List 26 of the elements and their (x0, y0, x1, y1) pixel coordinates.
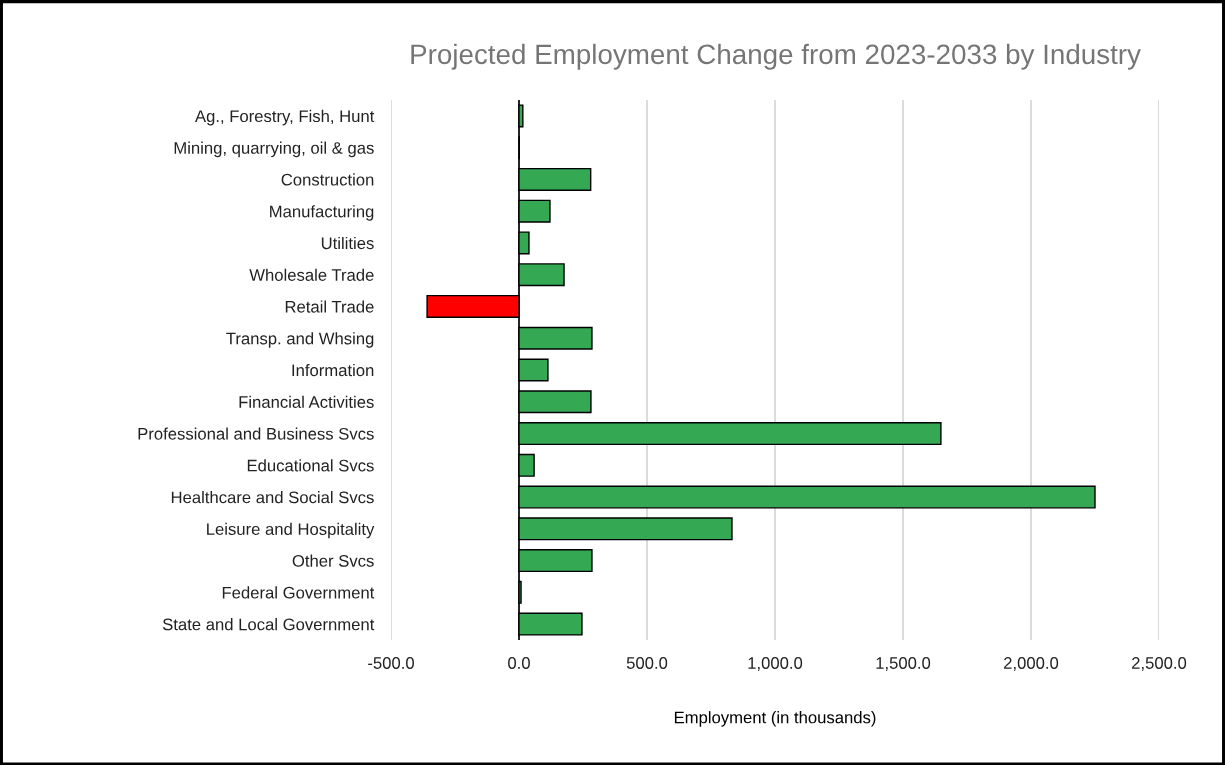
chart-title: Projected Employment Change from 2023-2033 by Industry (411, 43, 1141, 70)
y-tick-label: Leisure and Hospitality (207, 522, 375, 539)
y-tick-label: Manufacturing (270, 205, 374, 221)
x-tick-label: 2,000.0 (1004, 657, 1059, 671)
x-tick-label: 500.0 (626, 657, 668, 669)
y-tick-label: Utilities (321, 236, 374, 250)
y-tick-label: Information (292, 363, 374, 377)
y-tick-label: Construction (281, 173, 374, 186)
x-tick-label: -500.0 (368, 657, 414, 669)
y-tick-label: Retail Trade (285, 300, 374, 313)
x-axis-title: Employment (in thousands) (674, 711, 876, 727)
y-tick-label: Professional and Business Svcs (138, 427, 374, 440)
x-tick-label: 1,500.0 (876, 657, 931, 671)
y-tick-label: Educational Svcs (247, 459, 374, 472)
y-tick-label: State and Local Government (162, 618, 375, 631)
y-tick-label: Other Svcs (292, 554, 374, 567)
x-tick-label: 0.0 (508, 657, 530, 669)
y-tick-label: Ag., Forestry, Fish, Hunt (195, 109, 375, 126)
y-tick-label: Mining, quarrying, oil & gas (174, 141, 374, 158)
x-tick-label: 2,500.0 (1132, 657, 1187, 671)
y-tick-label: Federal Government (222, 586, 375, 599)
y-tick-label: Transp. and Whsing (226, 332, 374, 348)
x-tick-label: 1,000.0 (748, 657, 803, 671)
y-tick-label: Wholesale Trade (249, 268, 374, 281)
y-tick-label: Healthcare and Social Svcs (171, 491, 374, 504)
y-tick-label: Financial Activities (239, 395, 374, 408)
